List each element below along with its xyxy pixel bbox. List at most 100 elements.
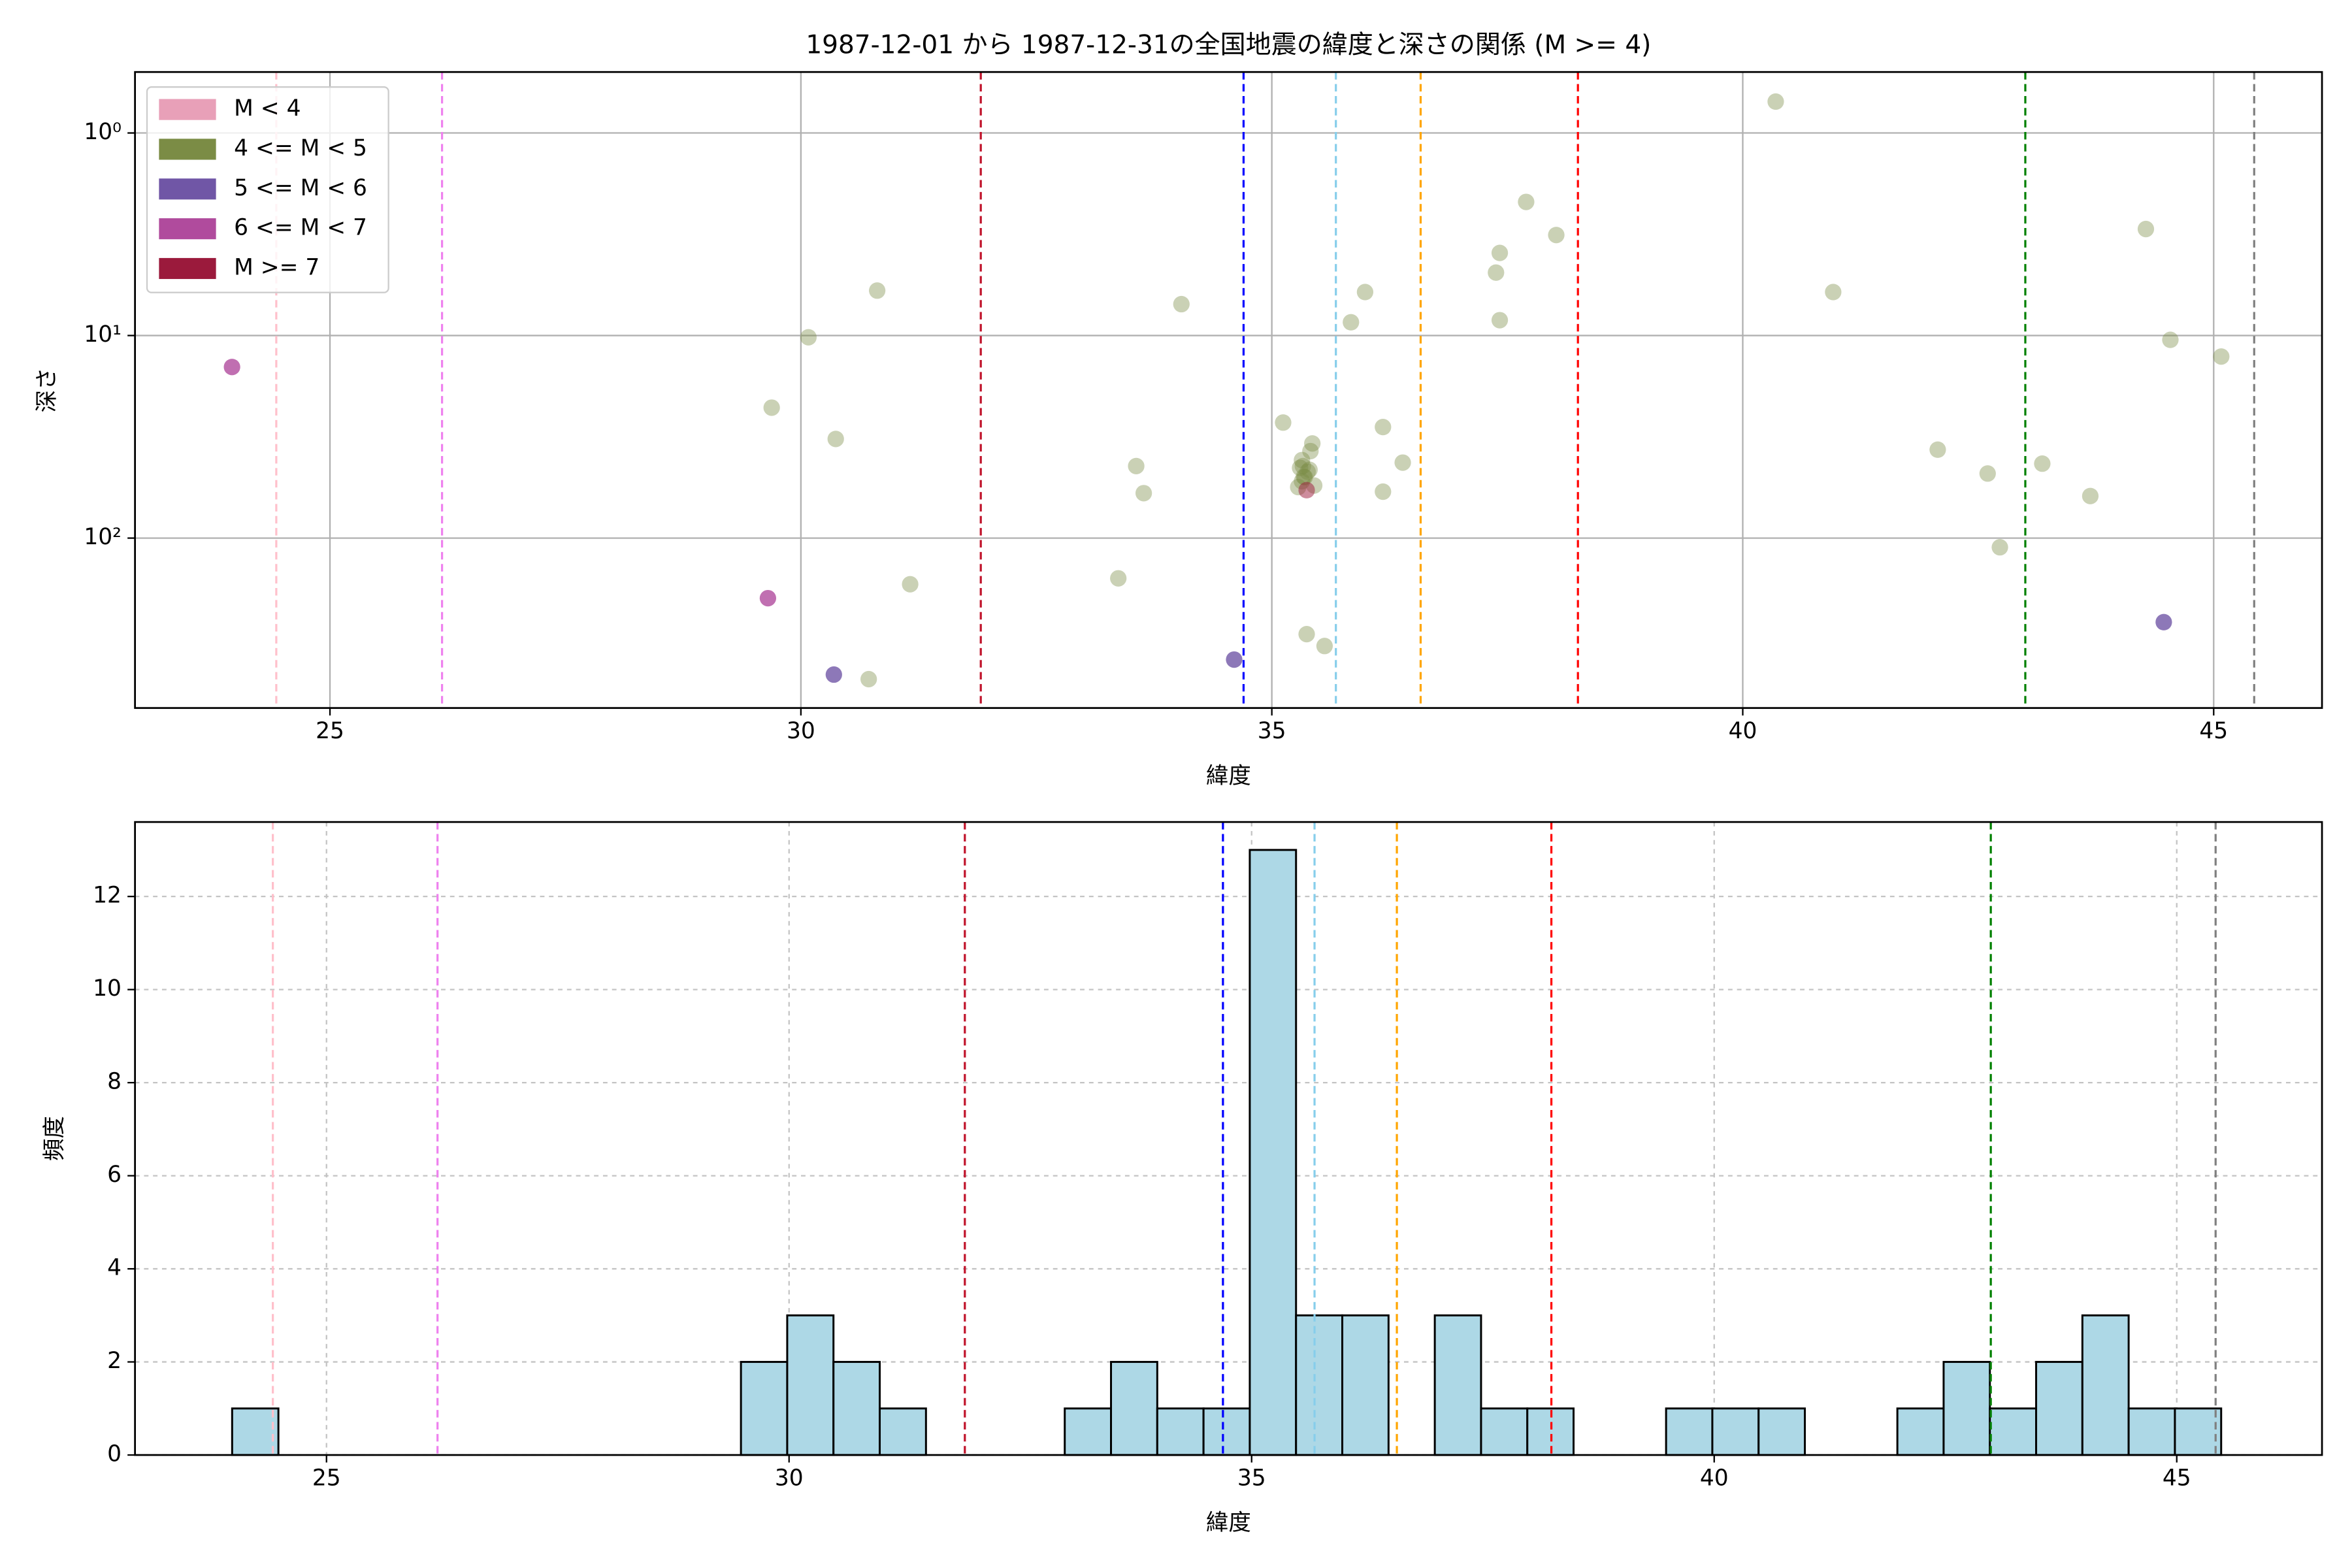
scatter-point	[759, 589, 777, 607]
histogram-bar	[2081, 1314, 2130, 1456]
legend-frame	[146, 86, 389, 293]
scatter-point	[1316, 638, 1333, 655]
histogram-bar	[1249, 849, 1298, 1456]
y-tick-label: 10¹	[84, 321, 122, 348]
x-tick-label: 30	[787, 718, 815, 744]
histogram-bar	[2174, 1407, 2223, 1456]
y-axis-label: 頻度	[41, 1116, 67, 1161]
scatter-point	[1226, 651, 1243, 668]
histogram-bar	[1989, 1407, 2038, 1456]
histogram-bar	[231, 1407, 280, 1456]
scatter-point	[902, 576, 919, 593]
scatter-point	[1518, 193, 1535, 210]
x-tick-label: 35	[1237, 1465, 1266, 1491]
scatter-point	[2034, 455, 2051, 472]
scatter-point	[1991, 539, 2008, 556]
y-axis-label: 深さ	[34, 368, 60, 413]
x-tick-label: 25	[312, 1465, 341, 1491]
scatter-point	[2137, 220, 2155, 238]
x-axis-label: 緯度	[1206, 1510, 1251, 1536]
y-tick-label: 10	[93, 975, 122, 1002]
histogram-bar	[832, 1361, 881, 1456]
histogram-bar	[740, 1361, 789, 1456]
histogram-bar	[1757, 1407, 1806, 1456]
y-tick-label: 0	[107, 1441, 122, 1467]
histogram-bar	[1942, 1361, 1991, 1456]
histogram-bar	[786, 1314, 835, 1456]
histogram-bar	[1433, 1314, 1482, 1456]
histogram-bar	[1202, 1407, 1251, 1456]
y-tick-label: 6	[107, 1162, 122, 1188]
scatter-point	[1343, 314, 1360, 331]
scatter-point	[1299, 463, 1316, 480]
scatter-point	[827, 431, 844, 448]
scatter-point	[1929, 441, 1946, 458]
scatter-point	[1135, 485, 1152, 502]
histogram-bar	[1896, 1407, 1945, 1456]
legend-label: M >= 7	[234, 254, 319, 280]
y-tick-label: 12	[93, 883, 122, 909]
scatter-point	[1302, 442, 1319, 460]
histogram-bar	[2127, 1407, 2176, 1456]
legend: M < 4 4 <= M < 5 5 <= M < 6 6 <= M < 7 M >= …	[146, 86, 389, 293]
x-tick-label: 40	[1729, 718, 1757, 744]
legend-swatch	[159, 257, 216, 280]
histogram-bar	[1295, 1314, 1344, 1456]
histogram-bar	[1711, 1407, 1760, 1456]
legend-swatch	[159, 139, 216, 160]
scatter-point	[1301, 461, 1318, 478]
scatter-point	[869, 282, 886, 299]
x-tick-label: 25	[316, 718, 344, 744]
legend-swatch	[159, 178, 216, 200]
scatter-point	[1491, 244, 1509, 261]
histogram-bar	[1064, 1407, 1113, 1456]
scatter-point	[1979, 465, 1996, 482]
scatter-point	[1767, 93, 1784, 110]
x-tick-label: 35	[1258, 718, 1286, 744]
histogram-bar	[1480, 1407, 1529, 1456]
scatter-point	[1298, 482, 1315, 498]
scatter-point	[2213, 348, 2230, 365]
histogram-bar	[2035, 1361, 2083, 1456]
scatter-point	[1488, 264, 1505, 281]
legend-label: 6 <= M < 7	[234, 215, 367, 241]
scatter-point	[1548, 227, 1565, 244]
scatter-point	[2155, 613, 2172, 630]
scatter-point	[1296, 468, 1313, 485]
y-tick-label: 8	[107, 1069, 122, 1095]
legend-label: M < 4	[234, 95, 301, 122]
scatter-point	[1296, 468, 1313, 485]
x-tick-label: 45	[2163, 1465, 2191, 1491]
x-tick-label: 45	[2199, 718, 2228, 744]
scatter-point	[1375, 483, 1392, 500]
scatter-point	[800, 329, 817, 346]
y-tick-label: 10⁰	[84, 119, 122, 145]
histogram-bar	[1156, 1407, 1205, 1456]
plot-frame	[134, 71, 2323, 710]
scatter-point	[1491, 312, 1509, 329]
legend-label: 5 <= M < 6	[234, 175, 367, 201]
legend-swatch	[159, 218, 216, 240]
histogram-bar	[879, 1407, 927, 1456]
scatter-point	[223, 359, 240, 376]
scatter-point	[2162, 331, 2179, 348]
scatter-point	[1825, 284, 1842, 301]
scatter-point	[860, 670, 877, 688]
legend-label: 4 <= M < 5	[234, 135, 367, 161]
scatter-point	[1110, 570, 1127, 587]
histogram-bar	[1341, 1314, 1390, 1456]
scatter-point	[1375, 419, 1392, 436]
scatter-point	[1356, 284, 1374, 301]
scatter-point	[2082, 487, 2099, 504]
scatter-point	[763, 399, 780, 416]
scatter-point	[1173, 295, 1190, 313]
y-tick-label: 10²	[84, 524, 122, 550]
chart-title: 1987-12-01 から 1987-12-31の全国地震の緯度と深さの関係 (…	[806, 31, 1651, 60]
histogram-bar	[1665, 1407, 1714, 1456]
scatter-point	[1294, 451, 1311, 468]
scatter-point	[1292, 459, 1309, 476]
histogram-bar	[1110, 1361, 1158, 1456]
